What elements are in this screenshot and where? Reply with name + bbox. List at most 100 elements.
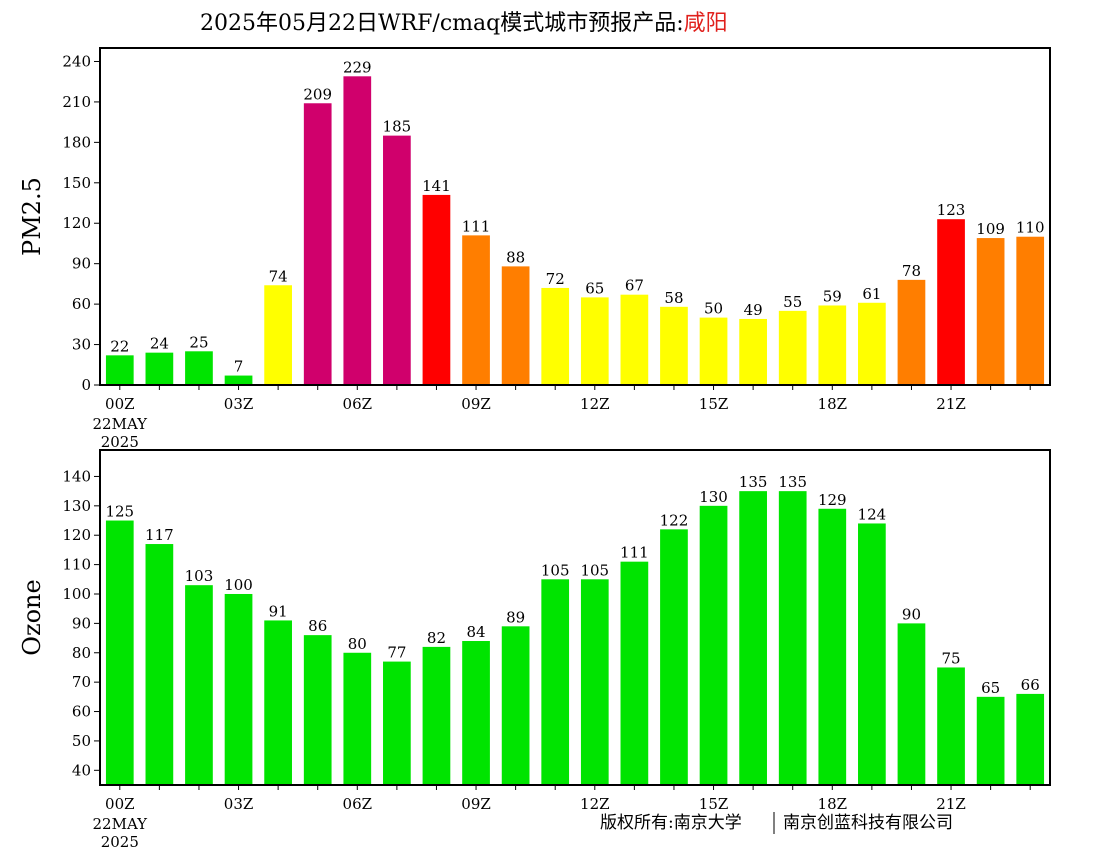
pm25-bar — [778, 310, 807, 385]
ozone-bar — [620, 561, 649, 785]
ozone-ytick-label: 60 — [72, 703, 91, 721]
ozone-bar — [422, 646, 451, 785]
ozone-xtick-label: 00Z — [105, 795, 135, 813]
ozone-bar — [699, 505, 728, 785]
pm25-data-label: 72 — [546, 270, 565, 288]
ozone-data-label: 135 — [778, 473, 807, 491]
ozone-ytick-label: 50 — [72, 732, 91, 750]
pm25-data-label: 22 — [110, 337, 129, 355]
ozone-bar — [224, 593, 253, 785]
pm25-bar — [224, 375, 253, 385]
ozone-xtick-date-label: 22MAY — [93, 815, 149, 833]
pm25-bar — [620, 294, 649, 385]
pm25-data-label: 7 — [234, 358, 244, 376]
ozone-data-label: 135 — [739, 473, 768, 491]
ozone-data-label: 86 — [308, 617, 327, 635]
ozone-bar — [580, 579, 609, 785]
pm25-ytick-label: 120 — [62, 214, 91, 232]
pm25-bar — [1016, 236, 1045, 385]
pm25-bar — [383, 135, 411, 385]
pm25-ytick-label: 30 — [72, 336, 91, 354]
pm25-xtick-label: 03Z — [224, 395, 254, 413]
ozone-bar — [501, 626, 530, 785]
ozone-ytick-label: 130 — [62, 497, 91, 515]
pm25-data-label: 110 — [1016, 219, 1045, 237]
pm25-bar — [897, 279, 926, 385]
pm25-xtick-date-label: 22MAY — [93, 415, 149, 433]
figure-title: 2025年05月22日WRF/cmaq模式城市预报产品:咸阳 — [200, 11, 728, 36]
ozone-xtick-label: 21Z — [936, 795, 966, 813]
ozone-data-label: 105 — [541, 561, 570, 579]
pm25-data-label: 61 — [862, 285, 881, 303]
pm25-bar — [739, 318, 767, 385]
ozone-bar — [541, 579, 570, 785]
ozone-bar — [264, 620, 292, 785]
pm25-bar — [422, 194, 451, 385]
ozone-bar — [778, 491, 807, 785]
ozone-xtick-label: 06Z — [343, 795, 373, 813]
pm25-xtick-label: 09Z — [461, 395, 491, 413]
ozone-bar — [1016, 693, 1045, 785]
ozone-bar — [739, 491, 767, 785]
pm25-xtick-label: 18Z — [818, 395, 848, 413]
pm25-data-label: 59 — [823, 287, 842, 305]
pm25-ytick-label: 180 — [62, 133, 91, 151]
pm25-ytick-label: 210 — [62, 93, 91, 111]
pm25-bar — [580, 297, 609, 385]
ozone-data-label: 122 — [660, 511, 689, 529]
ozone-bar — [462, 641, 490, 785]
pm25-data-label: 55 — [783, 293, 802, 311]
ozone-data-label: 100 — [224, 576, 253, 594]
pm25-bar — [699, 317, 728, 385]
pm25-bar — [185, 351, 213, 385]
ozone-ytick-label: 140 — [62, 467, 91, 485]
ozone-data-label: 66 — [1021, 676, 1040, 694]
credit-company: 南京创蓝科技有限公司 — [783, 813, 953, 833]
ozone-data-label: 111 — [620, 544, 649, 562]
pm25-xtick-date-label: 2025 — [101, 433, 139, 451]
pm25-data-label: 141 — [422, 177, 451, 195]
pm25-bar — [462, 235, 490, 385]
ozone-xtick-label: 15Z — [699, 795, 729, 813]
ozone-data-label: 129 — [818, 491, 847, 509]
pm25-data-label: 109 — [976, 220, 1005, 238]
ozone-xtick-label: 09Z — [461, 795, 491, 813]
ozone-xtick-label: 18Z — [818, 795, 848, 813]
pm25-ytick-label: 0 — [81, 376, 91, 394]
pm25-bar — [145, 352, 174, 385]
ozone-bar — [818, 508, 847, 785]
ozone-ylabel: Ozone — [18, 579, 46, 655]
pm25-bar — [541, 287, 570, 385]
ozone-ytick-label: 90 — [72, 614, 91, 632]
pm25-bar — [937, 219, 965, 385]
pm25-data-label: 65 — [585, 279, 604, 297]
ozone-data-label: 75 — [941, 649, 960, 667]
ozone-data-label: 80 — [348, 635, 367, 653]
ozone-ytick-label: 80 — [72, 644, 91, 662]
pm25-plot-frame — [99, 47, 1051, 386]
ozone-data-label: 84 — [466, 623, 485, 641]
credit-owner: 版权所有:南京大学 — [600, 813, 742, 833]
ozone-chart: 125 117 103 100 91 86 80 77 82 84 89 105 105 111 122 13… — [18, 449, 1051, 850]
ozone-xtick-date-label: 2025 — [101, 833, 139, 850]
pm25-bar — [501, 266, 530, 385]
ozone-bar — [897, 623, 926, 785]
pm25-ytick-label: 90 — [72, 255, 91, 273]
ozone-data-label: 130 — [699, 488, 728, 506]
ozone-data-label: 105 — [580, 561, 609, 579]
pm25-xtick-label: 15Z — [699, 395, 729, 413]
pm25-bar — [303, 103, 332, 386]
pm25-xtick-label: 21Z — [936, 395, 966, 413]
pm25-data-label: 185 — [383, 118, 412, 136]
pm25-data-label: 88 — [506, 248, 525, 266]
pm25-ytick-label: 150 — [62, 174, 91, 192]
ozone-data-label: 91 — [269, 602, 288, 620]
ozone-bar — [858, 523, 886, 785]
pm25-chart: 22 24 25 7 74 209 229 185 141 111 88 72 65 67 58 50 49 55… — [18, 47, 1051, 451]
ozone-data-label: 89 — [506, 608, 525, 626]
pm25-bar — [660, 306, 688, 385]
pm25-xtick-label: 00Z — [105, 395, 135, 413]
ozone-plot-frame — [99, 449, 1051, 786]
ozone-ytick-label: 70 — [72, 673, 91, 691]
pm25-ylabel: PM2.5 — [18, 177, 46, 256]
